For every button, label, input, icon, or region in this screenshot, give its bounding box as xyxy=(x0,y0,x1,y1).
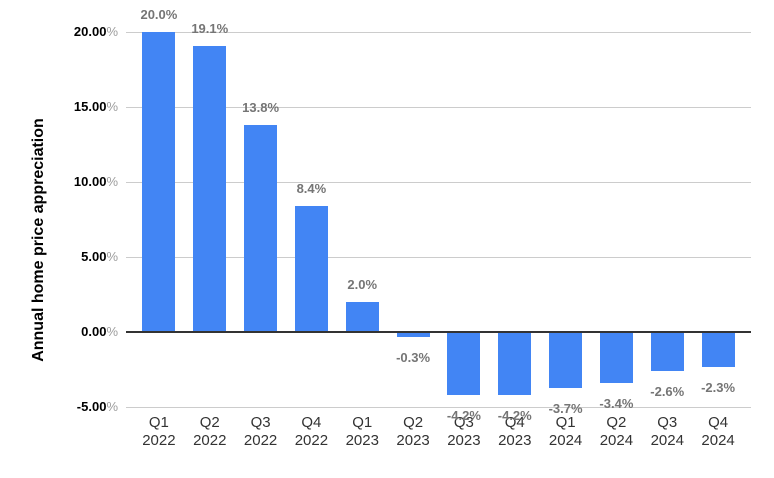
y-axis-title: Annual home price appreciation xyxy=(30,118,47,362)
x-label-year: 2024 xyxy=(650,432,684,449)
value-label-q4-2023: -4.2% xyxy=(497,408,532,423)
x-label-quarter: Q4 xyxy=(708,414,729,431)
x-axis-label-q4-2022: Q4 2022 xyxy=(276,414,346,450)
x-label-quarter: Q1 xyxy=(352,414,373,431)
x-label-quarter: Q3 xyxy=(453,414,474,431)
x-axis-label-q1-2024: Q1 2024 xyxy=(531,414,601,450)
value-label-q3-2022: 13.8% xyxy=(242,100,280,115)
value-label-q1-2023: 2.0% xyxy=(347,277,378,292)
x-label-year: 2023 xyxy=(498,432,532,449)
gridline-15 xyxy=(126,107,751,108)
x-axis-label-q3-2022: Q3 2022 xyxy=(226,414,296,450)
x-axis-label-q3-2024: Q3 2024 xyxy=(632,414,702,450)
value-label-q1-2022: 20.0% xyxy=(140,7,178,22)
x-label-year: 2023 xyxy=(447,432,481,449)
y-tick-percent-sign: % xyxy=(106,399,118,414)
bar-q3-2023 xyxy=(447,332,481,395)
value-label-q4-2024: -2.3% xyxy=(701,379,736,395)
y-tick-percent-sign: % xyxy=(106,249,118,264)
bar-q1-2022 xyxy=(142,32,176,332)
y-tick-number: 20.00 xyxy=(73,24,107,39)
value-label-q2-2024: -3.4% xyxy=(599,396,634,411)
bar-q3-2024 xyxy=(650,332,684,371)
y-tick-percent-sign: % xyxy=(106,174,118,189)
value-label-q3-2024: -2.6% xyxy=(650,384,685,399)
y-axis-tick-label-20: 20.00% xyxy=(74,23,118,41)
value-label-q1-2024: -3.7% xyxy=(548,400,583,416)
y-axis-tick-label--5: -5.00% xyxy=(77,398,118,416)
x-label-year: 2023 xyxy=(396,432,430,449)
bar-q2-2023 xyxy=(396,332,430,337)
bar-q1-2023 xyxy=(345,302,379,332)
bar-q3-2022 xyxy=(244,125,278,332)
x-label-year: 2024 xyxy=(548,432,583,449)
bar-q2-2022 xyxy=(193,45,227,332)
x-label-quarter: Q2 xyxy=(606,414,627,431)
x-label-year: 2024 xyxy=(701,432,735,449)
gridline-20 xyxy=(126,32,751,33)
x-label-quarter: Q4 xyxy=(504,414,525,431)
y-tick-percent-sign: % xyxy=(106,324,118,339)
x-label-quarter: Q1 xyxy=(148,414,169,431)
x-label-year: 2024 xyxy=(599,432,634,449)
x-label-quarter: Q2 xyxy=(403,414,424,431)
y-tick-number: 10.00 xyxy=(73,174,107,189)
bar-q1-2024 xyxy=(549,332,583,388)
value-label-q2-2023: -0.3% xyxy=(396,349,431,365)
y-axis-tick-label-10: 10.00% xyxy=(74,173,118,191)
y-axis-tick-label-15: 15.00% xyxy=(74,98,118,116)
x-axis-label-q2-2022: Q2 2022 xyxy=(175,414,245,450)
x-axis-label-q3-2023: Q3 2023 xyxy=(429,414,499,450)
x-label-year: 2022 xyxy=(193,432,227,449)
x-label-quarter: Q4 xyxy=(301,414,322,431)
gridline-5 xyxy=(126,257,751,258)
x-label-quarter: Q3 xyxy=(657,414,678,431)
y-tick-number: -5.00 xyxy=(76,399,107,414)
y-tick-number: 15.00 xyxy=(73,99,107,114)
y-tick-percent-sign: % xyxy=(106,24,118,39)
x-axis-label-q4-2024: Q4 2024 xyxy=(683,414,753,450)
x-axis-label-q1-2023: Q1 2023 xyxy=(327,414,397,450)
bar-q4-2022 xyxy=(294,206,328,332)
y-tick-percent-sign: % xyxy=(106,99,118,114)
x-axis-label-q4-2023: Q4 2023 xyxy=(480,414,550,450)
x-label-quarter: Q3 xyxy=(250,414,271,431)
value-label-q3-2023: -4.2% xyxy=(446,408,481,423)
x-label-quarter: Q1 xyxy=(555,414,576,431)
x-label-year: 2022 xyxy=(142,432,176,449)
x-axis-zero-line xyxy=(126,331,751,333)
x-label-year: 2022 xyxy=(243,432,278,449)
bar-q4-2023 xyxy=(498,332,532,395)
bar-q2-2024 xyxy=(599,332,633,383)
x-axis-label-q1-2022: Q1 2022 xyxy=(124,414,194,450)
y-tick-number: 5.00 xyxy=(81,249,107,264)
x-axis-label-q2-2024: Q2 2024 xyxy=(581,414,651,450)
x-label-year: 2023 xyxy=(345,432,379,449)
x-label-year: 2022 xyxy=(294,432,329,449)
gridline-10 xyxy=(126,182,751,183)
x-axis-label-q2-2023: Q2 2023 xyxy=(378,414,448,450)
y-tick-number: 0.00 xyxy=(81,324,107,339)
bar-q4-2024 xyxy=(701,332,735,367)
value-label-q4-2022: 8.4% xyxy=(296,181,327,196)
y-axis-tick-label-5: 5.00% xyxy=(81,248,118,266)
y-axis-tick-label-0: 0.00% xyxy=(81,323,118,341)
x-label-quarter: Q2 xyxy=(199,414,220,431)
gridline--5 xyxy=(126,407,751,408)
value-label-q2-2022: 19.1% xyxy=(191,20,229,36)
